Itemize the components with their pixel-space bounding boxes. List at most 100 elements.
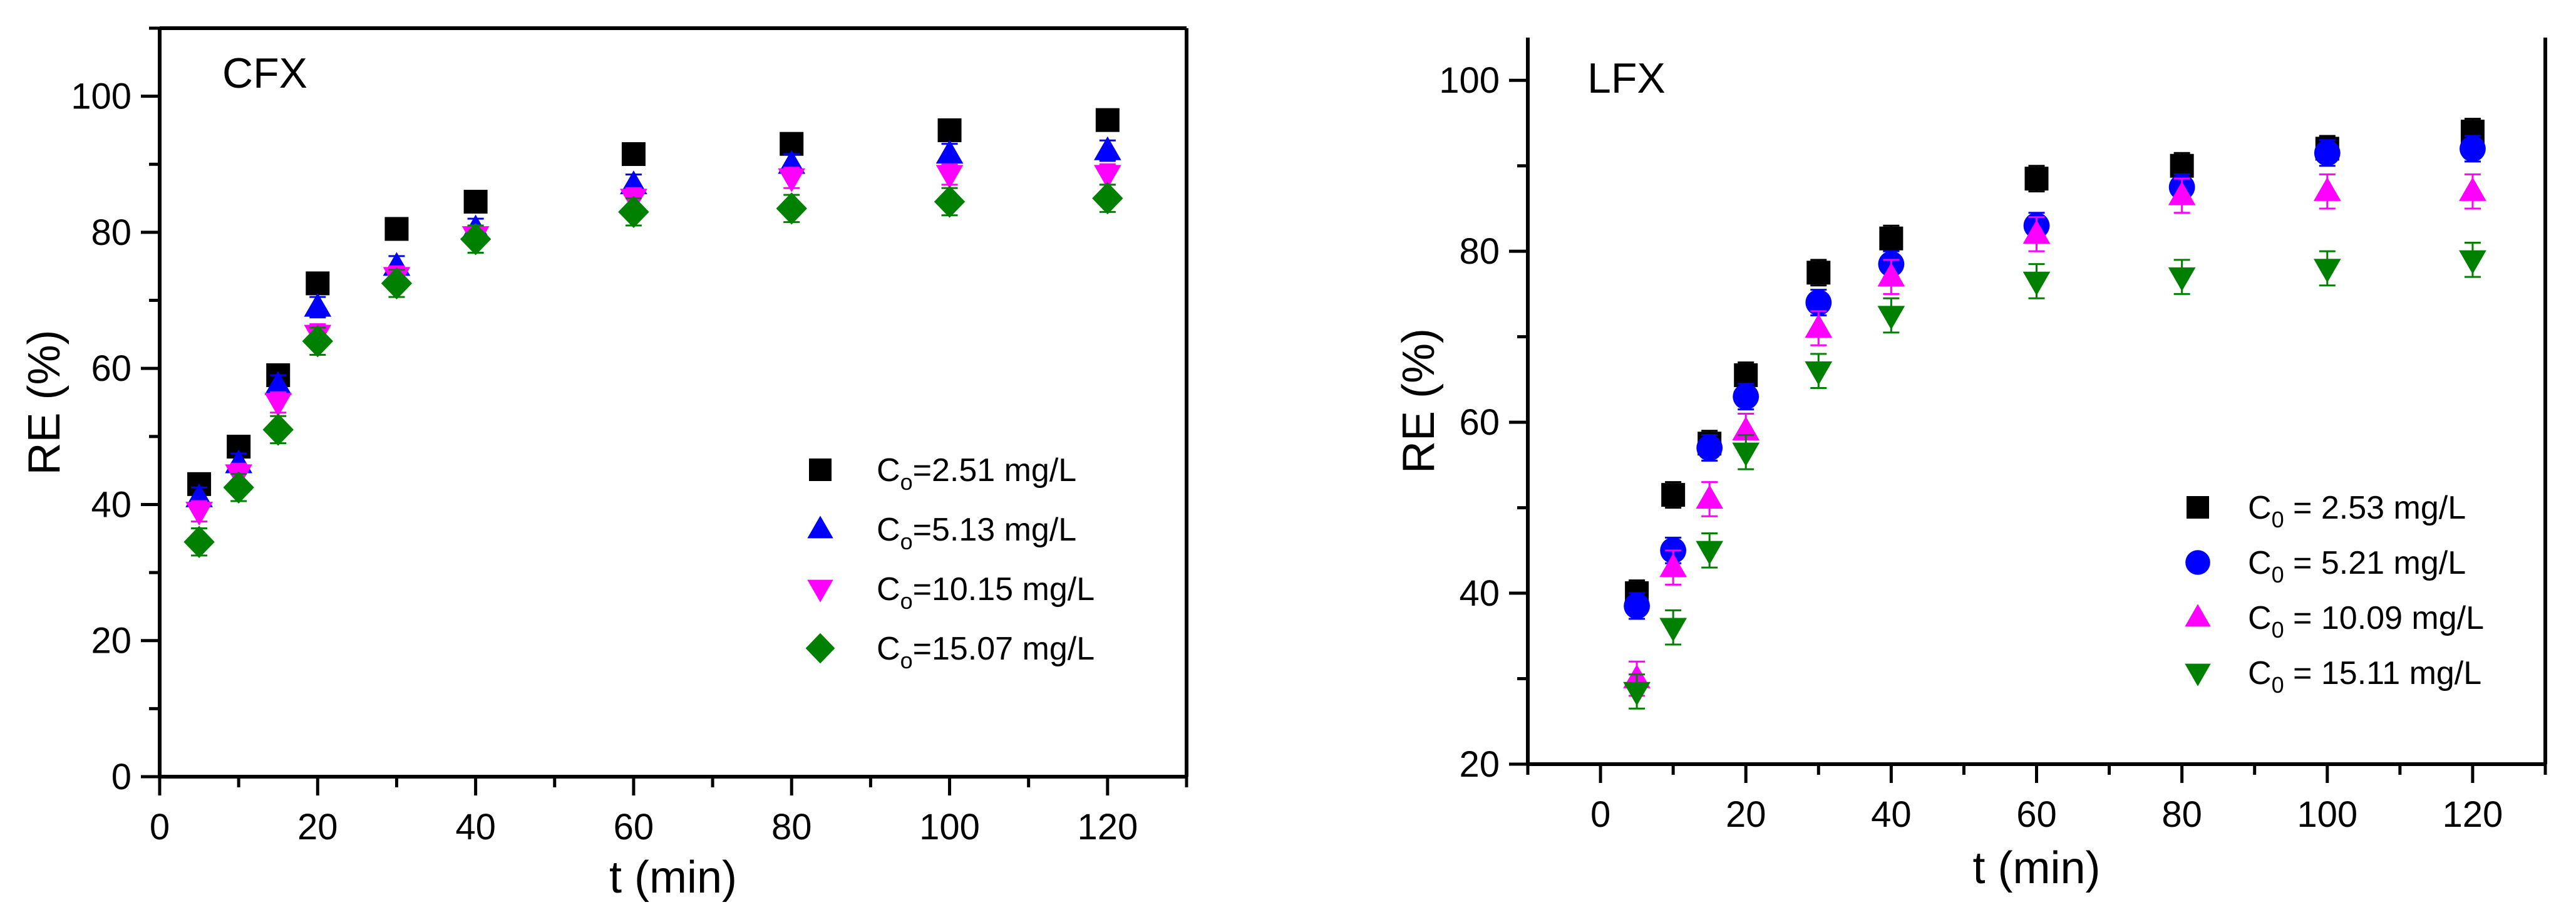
x-tick-label: 120: [2443, 794, 2503, 835]
data-point: [223, 471, 254, 504]
x-tick-label: 60: [2016, 794, 2057, 835]
x-tick-label: 80: [771, 807, 812, 847]
data-point: [2168, 267, 2196, 291]
data-point: [618, 195, 649, 228]
data-point: [1732, 442, 1760, 467]
x-tick-label: 0: [150, 807, 170, 847]
x-tick-label: 20: [1726, 794, 1766, 835]
y-tick-label: 60: [91, 348, 131, 389]
data-point: [183, 526, 215, 558]
data-point: [2314, 140, 2341, 167]
y-tick-label: 20: [91, 621, 131, 661]
data-point: [1805, 314, 1833, 338]
legend-label: C0 = 10.09 mg/L: [2248, 600, 2484, 643]
data-point: [1696, 541, 1724, 565]
data-point: [1661, 483, 1686, 507]
data-point: [381, 267, 413, 300]
panel-cfx: 0 20 40 60 80 100 120 0 20 40 60 80 100 t (min) RE (%)…: [19, 26, 1188, 903]
panel-label: LFX: [1587, 54, 1666, 102]
data-point: [1877, 306, 1905, 330]
data-point: [778, 168, 806, 192]
data-point: [1659, 553, 1687, 578]
legend-label: Co=5.13 mg/L: [877, 512, 1076, 554]
data-point: [1092, 182, 1123, 215]
series-3: [1623, 242, 2486, 710]
legend-marker: [2185, 604, 2211, 627]
data-point: [2022, 271, 2051, 296]
panel-lfx: 0 20 40 60 80 100 120 20 40 60 80 100 t (min) RE (%) L…: [1394, 38, 2547, 893]
y-tick-label: 80: [1459, 231, 1500, 272]
x-tick-label: 100: [919, 807, 980, 847]
data-point: [1733, 383, 1759, 410]
data-point: [384, 217, 409, 241]
x-tick-label: 0: [1590, 794, 1610, 835]
data-point: [306, 271, 330, 296]
data-point: [1805, 289, 1832, 316]
data-point: [1095, 108, 1120, 132]
data-point: [1879, 226, 1904, 251]
data-point: [463, 190, 488, 214]
data-point: [185, 502, 213, 526]
data-point: [2460, 135, 2486, 162]
series-0: [187, 108, 1120, 496]
legend-marker: [807, 515, 833, 539]
data-point: [1624, 593, 1651, 619]
data-point: [1696, 485, 1724, 509]
y-tick-label: 20: [1459, 744, 1500, 785]
data-point: [1696, 435, 1723, 461]
data-point: [1093, 165, 1121, 189]
legend-marker: [809, 458, 832, 481]
data-point: [1805, 361, 1833, 386]
data-point: [304, 293, 332, 317]
x-tick-label: 80: [2161, 794, 2202, 835]
x-tick-label: 40: [455, 807, 496, 847]
x-axis-label: t (min): [609, 852, 737, 903]
data-point: [2459, 250, 2486, 274]
data-point: [264, 393, 292, 417]
x-tick-label: 40: [1871, 794, 1912, 835]
series-0: [1625, 118, 2485, 608]
x-tick-label: 100: [2297, 794, 2357, 835]
legend-marker: [2185, 663, 2211, 686]
y-tick-label: 100: [1439, 60, 1500, 101]
data-point: [1659, 618, 1687, 642]
legend-label: Co=10.15 mg/L: [877, 571, 1095, 614]
y-tick-label: 0: [111, 757, 131, 797]
legend-marker: [807, 579, 833, 603]
x-axis-label: t (min): [1973, 843, 2101, 893]
data-point: [934, 185, 966, 218]
y-axis-label: RE (%): [19, 330, 70, 475]
data-point: [2168, 181, 2196, 205]
x-tick-label: 60: [614, 807, 654, 847]
data-point: [2459, 177, 2486, 201]
y-axis-label: RE (%): [1394, 328, 1444, 474]
data-point: [1806, 261, 1831, 285]
legend-marker: [805, 633, 835, 664]
panel-label: CFX: [222, 49, 307, 97]
data-point: [264, 371, 292, 395]
y-tick-label: 40: [91, 484, 131, 525]
y-tick-label: 100: [71, 76, 131, 117]
series-3: [183, 182, 1123, 558]
data-point: [776, 192, 807, 225]
x-tick-label: 120: [1077, 807, 1138, 847]
data-point: [302, 325, 334, 358]
legend-label: C0 = 15.11 mg/L: [2248, 655, 2481, 698]
data-point: [935, 165, 964, 189]
data-point: [937, 118, 962, 142]
legend-marker: [2185, 550, 2210, 575]
data-point: [2024, 167, 2049, 191]
data-point: [1093, 136, 1121, 160]
data-point: [460, 223, 492, 256]
legend-label: Co=15.07 mg/L: [877, 631, 1095, 673]
data-point: [262, 413, 294, 446]
legend-label: C0 = 5.21 mg/L: [2248, 545, 2466, 588]
y-tick-label: 40: [1459, 573, 1500, 614]
data-point: [2022, 220, 2051, 244]
data-point: [621, 142, 646, 166]
data-point: [1623, 681, 1651, 706]
y-tick-label: 80: [91, 212, 131, 253]
data-point: [2313, 259, 2341, 283]
x-tick-label: 20: [297, 807, 338, 847]
